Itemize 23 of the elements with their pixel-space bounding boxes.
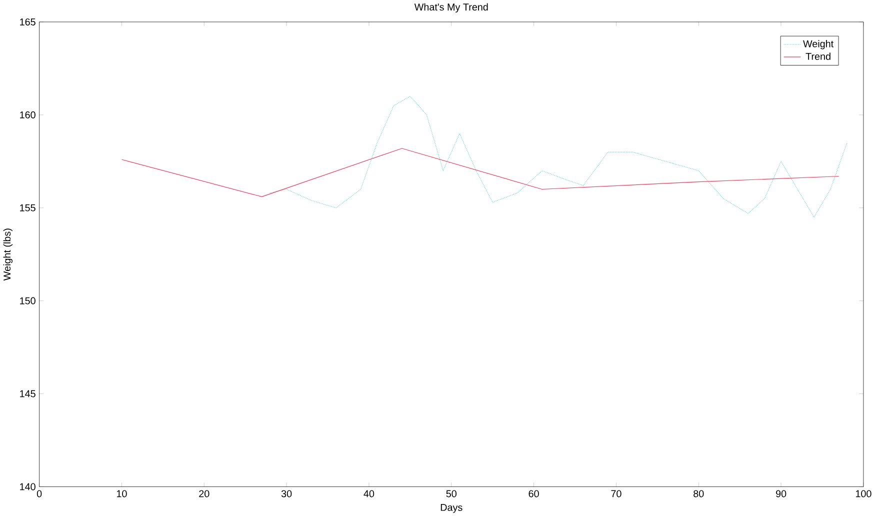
y-tick-label: 150: [20, 297, 36, 304]
y-tick-label: 155: [20, 204, 36, 212]
y-tick-label: 165: [20, 18, 36, 26]
x-tick-label: 90: [776, 490, 786, 498]
x-tick-label: 20: [199, 490, 210, 498]
chart-title: What's My Trend: [414, 3, 488, 12]
y-tick-label: 160: [20, 111, 36, 118]
y-tick-label: 140: [20, 483, 36, 490]
x-tick-label: 60: [528, 490, 539, 498]
x-tick-label: 50: [446, 490, 456, 498]
x-tick-label: 10: [116, 490, 127, 498]
legend-label: Weight: [803, 40, 834, 50]
x-tick-label: 30: [281, 490, 292, 498]
legend-label: Trend: [806, 52, 830, 60]
x-tick-label: 80: [694, 490, 704, 498]
x-axis-title: Days: [440, 504, 462, 513]
x-tick-label: 70: [611, 490, 622, 498]
y-axis-title: Weight (lbs): [3, 228, 13, 280]
y-tick-label: 145: [20, 390, 36, 398]
line-series: [121, 148, 840, 197]
x-tick-label: 100: [856, 490, 872, 498]
x-tick-label: 40: [364, 490, 374, 498]
x-tick-label: 0: [36, 490, 42, 498]
